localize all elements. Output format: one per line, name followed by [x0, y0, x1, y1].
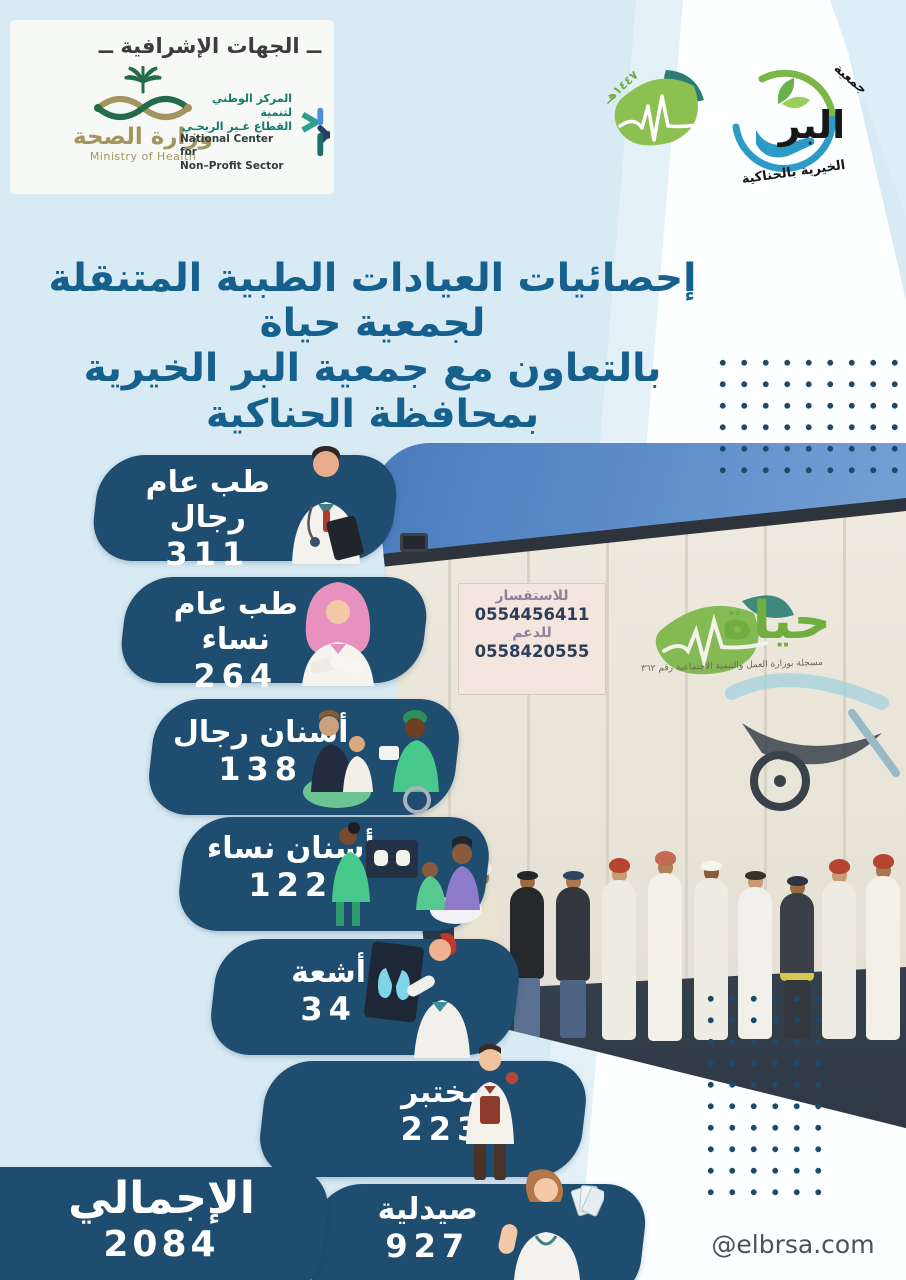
page-title: إحصائيات العيادات الطبية المتنقلة لجمعية…: [15, 256, 730, 437]
sign-support-number: 0558420555: [474, 642, 590, 662]
moh-name-english: Ministry of Health: [89, 150, 197, 163]
stat-pill-laboratory: مختبر 223: [255, 1061, 591, 1177]
social-handle: @elbrsa.com: [711, 1230, 875, 1259]
person-figure: [602, 858, 636, 1040]
sign-inquiry-label: للاستفسار: [495, 588, 569, 604]
moh-name-arabic: وزارة الصحة: [73, 124, 213, 150]
total-label: الإجمالي: [68, 1173, 255, 1224]
title-line1: إحصائيات العيادات الطبية المتنقلة لجمعية…: [48, 256, 697, 347]
hayat-wordmark: حياة: [722, 591, 831, 651]
ncnp-arabic-line1: المركز الوطني لتنمية: [212, 92, 293, 119]
ministry-of-health-logo: وزارة الصحة Ministry of Health: [48, 65, 238, 186]
stethoscope-eye-graphic: [725, 673, 900, 811]
dot-grid-top-right: [712, 352, 906, 476]
trailer-lamp: [400, 533, 428, 552]
dental-women-illustration: [332, 822, 482, 926]
ncnp-logo: المركز الوطني لتنمية القطاع غـير الربحـي…: [180, 92, 330, 173]
albirr-main-text: البر: [777, 103, 845, 147]
supervisors-heading: ــ الجهات الإشرافية ــ: [98, 34, 322, 58]
ncnp-arrows-icon: [301, 108, 330, 157]
dot-grid-bottom-right: [700, 988, 833, 1202]
hayat-trailer-logo: [655, 595, 794, 675]
title-line2: بالتعاون مع جمعية البر الخيرية: [83, 346, 662, 392]
stat-pill-total: الإجمالي 2084: [0, 1167, 333, 1280]
albirr-charity-logo: البر جمعية الخيرية بالحناكية: [732, 61, 866, 187]
supervisors-card: [10, 20, 334, 194]
pharmacy-illustration: [498, 1169, 604, 1280]
dental-men-illustration: [303, 710, 439, 814]
lab-illustration: [466, 1044, 518, 1180]
ncnp-english-line1: National Center for: [180, 133, 274, 159]
person-figure: [866, 854, 900, 1040]
person-figure: [648, 851, 682, 1041]
person-figure: [556, 871, 590, 1038]
ncnp-english-line2: Non–Profit Sector: [180, 159, 284, 172]
title-line3: بمحافظة الحناكية: [205, 391, 540, 437]
xray-illustration: [364, 933, 470, 1058]
albirr-top-text: جمعية: [831, 61, 866, 97]
person-figure: [510, 871, 544, 1038]
ncnp-arabic-line2: القطاع غـير الربحـي: [181, 119, 293, 133]
palm-crossed-swords-icon: [94, 65, 192, 120]
trailer-contact-sign: للاستفسار 0554456411 للدعم 0558420555: [458, 583, 606, 695]
hayat-leaf-ecg-logo: [614, 70, 714, 146]
male-doctor-illustration: [292, 446, 364, 564]
total-value: 2084: [103, 1224, 220, 1265]
female-doctor-illustration: [302, 582, 374, 686]
sign-inquiry-number: 0554456411: [474, 605, 590, 625]
sign-support-label: للدعم: [512, 625, 552, 642]
